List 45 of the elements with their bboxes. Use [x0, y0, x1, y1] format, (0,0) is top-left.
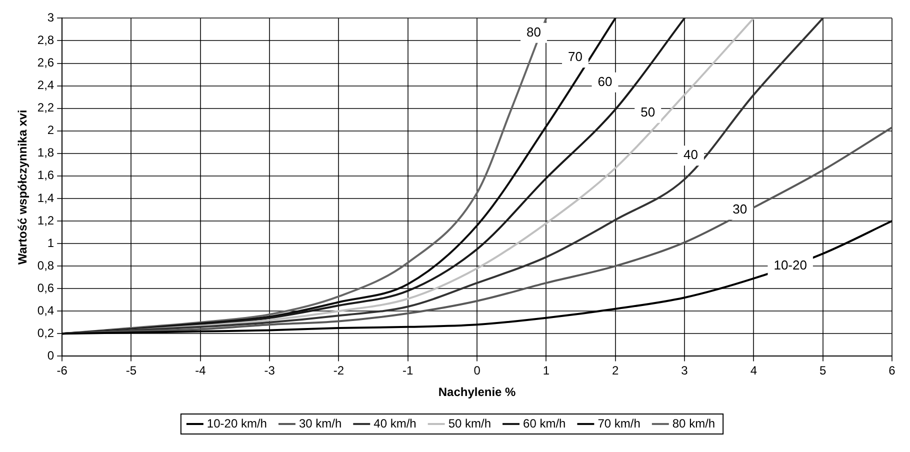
- y-tick-label: 0,4: [37, 303, 54, 318]
- annotation: 30: [732, 201, 748, 216]
- x-tick-label: 5: [819, 364, 826, 378]
- legend-label: 80 km/h: [672, 416, 716, 430]
- y-tick-label: 2,4: [37, 78, 54, 92]
- y-tick-label: 1,4: [37, 190, 54, 205]
- y-tick-label: 0,6: [37, 280, 54, 295]
- y-tick-label: 1,6: [37, 168, 54, 182]
- legend-label: 70 km/h: [598, 416, 640, 430]
- y-axis-title: Wartość współczynnika xvi: [16, 110, 30, 265]
- legend-label: 30 km/h: [298, 416, 342, 430]
- x-tick-label: -2: [333, 364, 344, 378]
- x-tick-label: 3: [681, 364, 688, 378]
- x-tick-label: 2: [612, 364, 620, 378]
- y-tick-label: 2,8: [37, 33, 54, 48]
- legend-label: 10-20 km/h: [206, 416, 267, 430]
- legend-label: 60 km/h: [523, 416, 566, 430]
- x-tick-label: 4: [750, 364, 758, 378]
- y-tick-label: 1,8: [37, 146, 54, 160]
- x-tick-label: 0: [474, 364, 481, 378]
- y-tick-label: 2,2: [37, 100, 54, 115]
- annotation: 80: [526, 24, 541, 40]
- annotation: 70: [568, 49, 582, 64]
- x-axis-title: Nachylenie %: [438, 385, 516, 400]
- legend-label: 50 km/h: [448, 416, 492, 430]
- y-tick-label: 3: [47, 10, 54, 25]
- x-tick-label: -1: [402, 364, 414, 378]
- x-tick-label: -5: [126, 364, 137, 378]
- x-tick-label: 1: [542, 364, 550, 378]
- y-tick-label: 2: [47, 123, 54, 138]
- x-tick-label: -6: [56, 364, 68, 378]
- y-tick-label: 1: [47, 236, 54, 250]
- x-tick-label: -4: [195, 364, 206, 378]
- annotation: 60: [598, 74, 612, 89]
- y-tick-label: 0,2: [37, 326, 54, 340]
- y-tick-label: 0: [47, 348, 54, 363]
- annotation: 10-20: [774, 258, 807, 273]
- annotation: 40: [684, 147, 698, 162]
- x-tick-label: 6: [888, 364, 896, 378]
- annotation: 50: [640, 104, 656, 120]
- legend-label: 40 km/h: [374, 416, 416, 430]
- x-tick-label: -3: [264, 364, 276, 378]
- y-tick-label: 1,2: [37, 213, 54, 228]
- y-tick-label: 0,8: [37, 258, 54, 272]
- y-tick-label: 2,6: [37, 56, 54, 70]
